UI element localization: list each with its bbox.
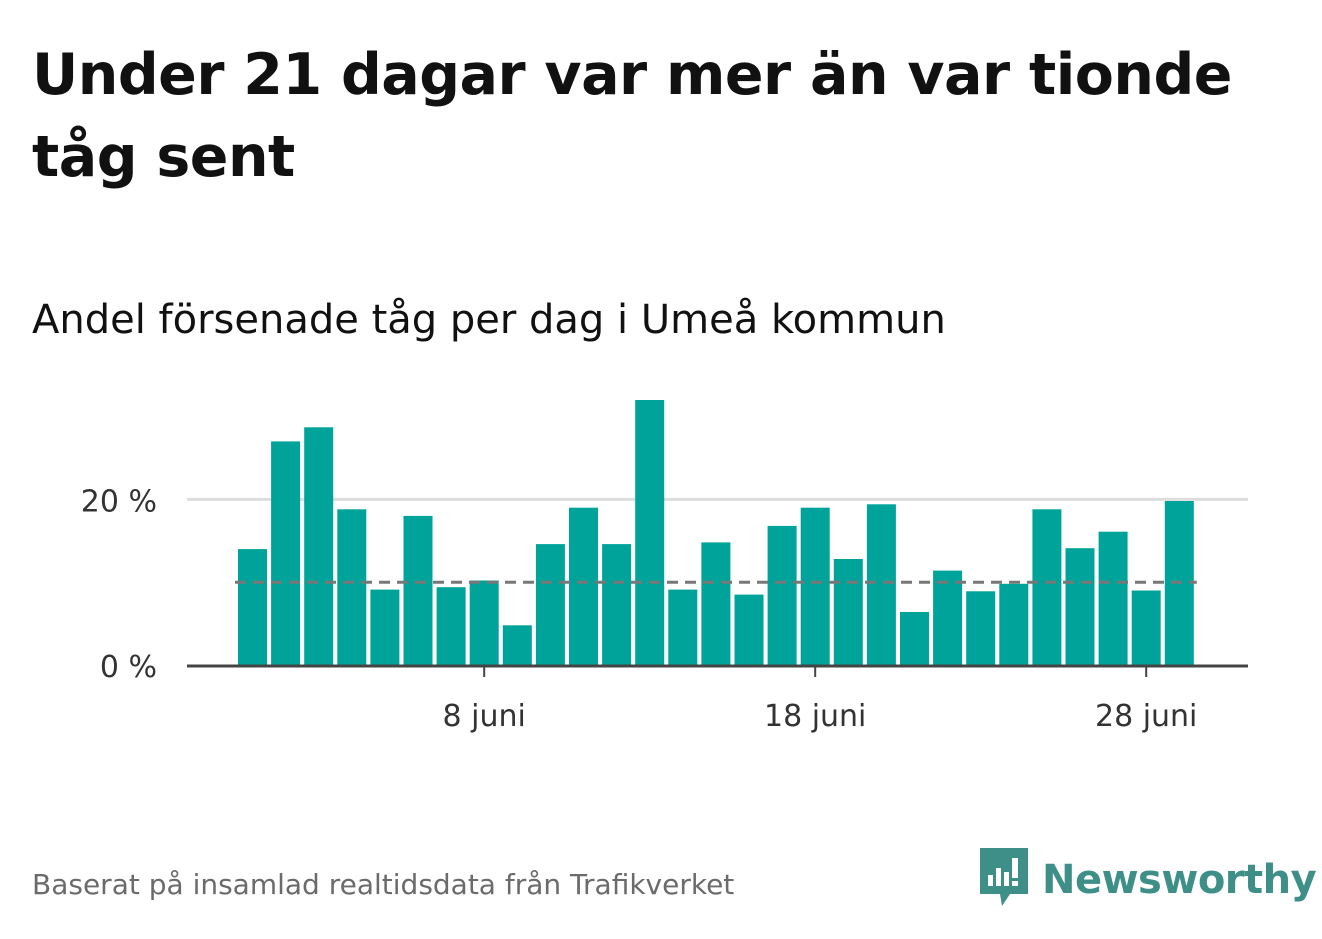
bar xyxy=(866,504,896,665)
bar xyxy=(1131,590,1161,665)
bar xyxy=(337,509,367,665)
bar xyxy=(436,587,466,665)
bar xyxy=(668,589,698,665)
bar xyxy=(602,544,632,665)
bar xyxy=(800,507,830,665)
bar xyxy=(535,544,565,665)
brand-name: Newsworthy xyxy=(1042,857,1317,903)
y-tick-label: 20 % xyxy=(81,484,157,519)
bar xyxy=(403,515,433,665)
bar-chart: 0 % 20 % 8 juni 18 juni 28 juni xyxy=(81,400,1248,734)
bars xyxy=(238,400,1194,666)
chart-subtitle: Andel försenade tåg per dag i Umeå kommu… xyxy=(32,297,946,343)
x-tick-label: 28 juni xyxy=(1095,699,1197,734)
newsworthy-logo-icon xyxy=(980,848,1028,912)
brand-logo: Newsworthy xyxy=(980,848,1317,912)
bar xyxy=(635,400,665,665)
bar xyxy=(1098,531,1128,665)
x-tick-label: 18 juni xyxy=(764,699,866,734)
bar xyxy=(900,612,929,665)
y-tick-label: 0 % xyxy=(100,650,157,685)
bar xyxy=(238,549,267,665)
bar xyxy=(734,594,764,665)
bar xyxy=(469,580,499,665)
bar xyxy=(966,591,996,665)
axes: 0 % 20 % 8 juni 18 juni 28 juni xyxy=(81,484,1248,734)
bar xyxy=(767,525,797,665)
source-note: Baserat på insamlad realtidsdata från Tr… xyxy=(32,868,735,901)
bar xyxy=(833,559,863,665)
bar xyxy=(999,583,1029,665)
bar xyxy=(1032,509,1062,665)
x-tick-label: 8 juni xyxy=(443,699,526,734)
bar xyxy=(933,570,963,665)
bar xyxy=(271,441,301,665)
bar xyxy=(502,625,532,666)
bar xyxy=(701,542,731,665)
bar xyxy=(1065,548,1095,665)
bar xyxy=(569,507,598,665)
bar xyxy=(304,427,334,665)
chart-title: Under 21 dagar var mer än var tionde tåg… xyxy=(32,42,1232,190)
bar xyxy=(370,589,400,665)
